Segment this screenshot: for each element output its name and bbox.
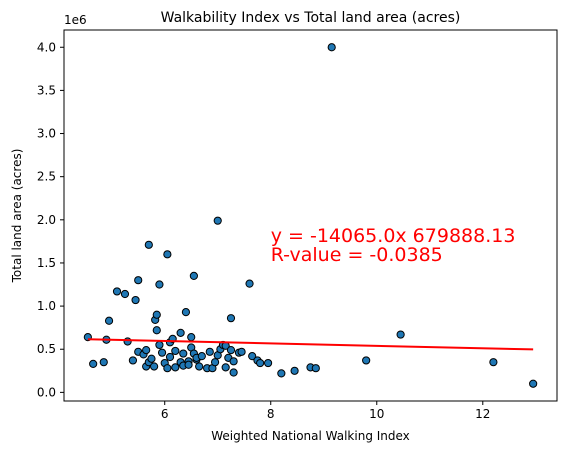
data-point-18 [150, 362, 159, 371]
data-point-34 [176, 328, 185, 337]
data-point-69 [263, 358, 273, 368]
regression-equation-annotation: y = -14065.0x 679888.13 [271, 225, 516, 247]
data-point-26 [163, 250, 172, 259]
data-point-51 [210, 358, 220, 367]
data-point-78 [529, 379, 538, 388]
data-point-6 [120, 289, 130, 299]
data-points [83, 43, 538, 388]
data-point-76 [396, 330, 405, 339]
y-tick-label-4: 2.0 [37, 213, 56, 227]
data-point-62 [229, 357, 238, 366]
data-point-66 [248, 352, 257, 361]
data-point-9 [131, 295, 140, 305]
data-point-8 [128, 356, 138, 365]
data-point-60 [226, 346, 236, 355]
y-tick-label-8: 4.0 [37, 40, 56, 54]
y-tick-label-0: 0.0 [37, 385, 56, 399]
data-point-7 [123, 337, 132, 346]
y-tick-label-7: 3.5 [37, 83, 56, 97]
data-point-71 [290, 366, 299, 375]
x-tick-label-0: 6 [161, 407, 169, 421]
data-point-74 [327, 43, 336, 52]
plot-frame [63, 29, 558, 402]
data-point-68 [256, 358, 265, 368]
x-tick-label-1: 8 [267, 407, 275, 421]
r-value-annotation: R-value = -0.0385 [271, 244, 443, 266]
data-point-77 [489, 358, 498, 367]
data-point-57 [221, 363, 230, 372]
data-point-75 [362, 356, 371, 365]
data-point-61 [229, 368, 238, 377]
y-axis-offset-label: 1e6 [64, 13, 87, 27]
data-point-5 [112, 287, 122, 296]
data-point-41 [187, 333, 196, 342]
data-point-14 [142, 346, 151, 355]
data-point-39 [184, 360, 193, 369]
y-tick-label-2: 1.0 [37, 299, 56, 313]
axis-ticks: 6 8 10 12 0.0 0.5 1.0 1.5 2.0 2.5 3.0 3.5 4.0 [37, 40, 491, 421]
data-point-47 [197, 352, 206, 361]
x-axis-label: Weighted National Walking Index [211, 429, 410, 443]
y-tick-label-6: 3.0 [37, 127, 56, 141]
data-point-49 [205, 347, 214, 356]
data-point-43 [189, 271, 198, 280]
data-point-59 [226, 314, 236, 323]
data-point-28 [165, 352, 175, 362]
y-tick-label-3: 1.5 [37, 256, 56, 270]
y-axis-label: Total land area (acres) [10, 149, 24, 284]
data-point-27 [163, 364, 172, 373]
data-point-46 [195, 362, 204, 371]
data-point-70 [277, 369, 286, 378]
data-point-4 [104, 316, 114, 325]
y-tick-label-1: 0.5 [37, 342, 56, 356]
data-point-2 [99, 358, 108, 367]
x-tick-label-2: 10 [369, 407, 384, 421]
data-point-52 [213, 216, 222, 225]
data-point-20 [152, 310, 161, 319]
data-point-65 [245, 279, 254, 288]
data-point-15 [144, 240, 153, 249]
y-tick-label-5: 2.5 [37, 170, 56, 184]
data-point-21 [152, 326, 161, 335]
data-point-22 [155, 280, 164, 289]
regression-line-group [87, 338, 534, 351]
data-point-24 [157, 348, 167, 357]
data-point-31 [171, 363, 180, 372]
data-point-73 [311, 364, 320, 373]
data-point-35 [179, 349, 188, 358]
data-point-32 [171, 346, 180, 356]
regression-line [87, 338, 534, 351]
data-point-37 [181, 308, 191, 317]
chart-title: Walkability Index vs Total land area (ac… [161, 10, 461, 26]
data-point-64 [237, 347, 246, 356]
data-point-1 [89, 359, 98, 368]
data-point-17 [147, 354, 156, 363]
data-point-11 [134, 276, 143, 285]
data-point-23 [155, 340, 164, 350]
x-tick-label-3: 12 [475, 407, 490, 421]
